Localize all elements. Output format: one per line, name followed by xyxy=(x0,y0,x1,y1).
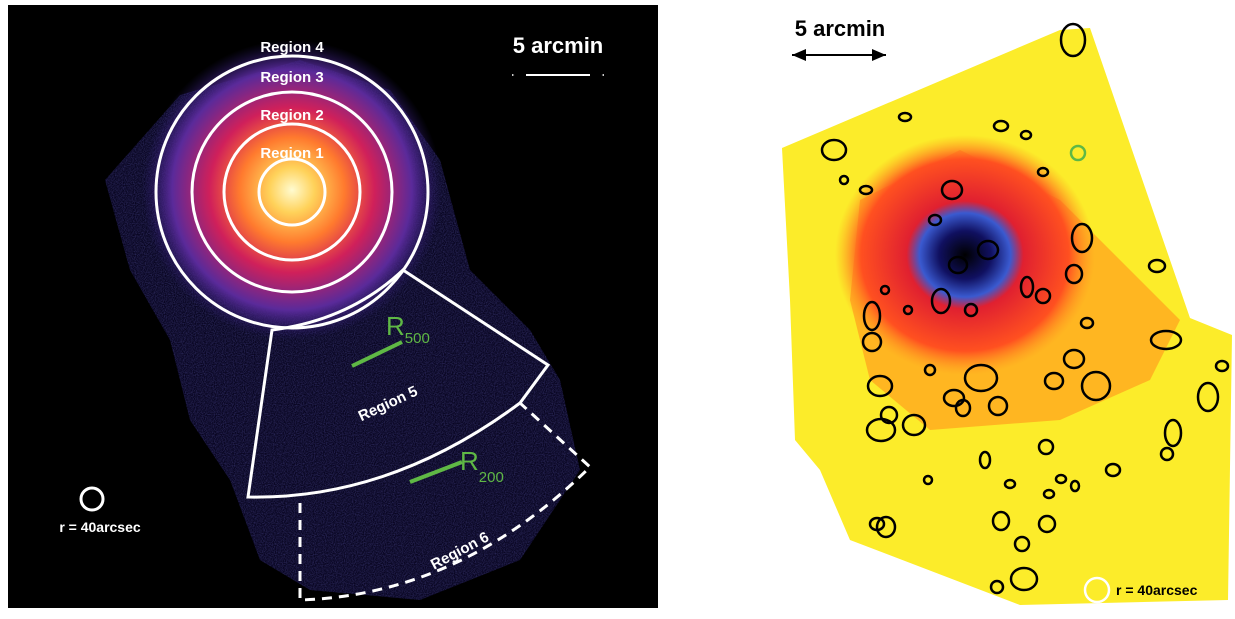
source-ellipse xyxy=(954,398,972,418)
psf-label: r = 40arcsec xyxy=(59,519,141,535)
source-ellipse xyxy=(1104,462,1122,478)
source-ellipse xyxy=(940,179,964,201)
region-circle xyxy=(257,157,327,227)
source-ellipse xyxy=(1059,22,1087,58)
source-ellipse xyxy=(1196,381,1220,413)
region-sector-dashed xyxy=(298,401,593,602)
source-ellipse xyxy=(1069,144,1087,162)
source-ellipse xyxy=(879,405,899,425)
source-ellipse xyxy=(976,239,1000,261)
source-ellipse xyxy=(1043,371,1065,391)
source-ellipse xyxy=(1147,258,1167,274)
source-ellipse xyxy=(1064,263,1084,285)
source-ellipse xyxy=(1037,438,1055,456)
source-ellipse xyxy=(865,417,897,443)
region-outlines xyxy=(79,54,593,602)
source-ellipse xyxy=(1019,275,1035,299)
point-sources xyxy=(820,22,1230,604)
source-ellipse xyxy=(978,450,992,470)
source-ellipse xyxy=(901,413,927,437)
cluster-core xyxy=(142,40,442,340)
left-panel: 5 arcmin Region 1 Region 2 Region 3 Regi… xyxy=(8,5,658,608)
radius-symbol: R xyxy=(460,446,479,476)
radius-symbol: R xyxy=(386,311,405,341)
radius-subscript: 200 xyxy=(479,469,504,486)
source-ellipse xyxy=(1034,287,1052,305)
r200-line xyxy=(409,460,463,484)
source-ellipse xyxy=(897,111,913,123)
region-label: Region 3 xyxy=(260,69,323,86)
source-ellipse xyxy=(1036,166,1050,178)
source-ellipse xyxy=(942,388,966,408)
psf-circle xyxy=(79,486,105,512)
source-ellipse xyxy=(927,213,943,227)
source-ellipse xyxy=(963,363,999,393)
source-ellipse xyxy=(838,174,850,186)
source-ellipse xyxy=(1069,479,1081,493)
source-ellipse xyxy=(923,363,937,377)
source-ellipse xyxy=(1003,478,1017,490)
source-ellipse xyxy=(1079,316,1095,330)
region-label: Region 2 xyxy=(260,107,323,124)
source-ellipse xyxy=(820,138,848,162)
r500-label: R500 xyxy=(386,311,430,347)
source-ellipse xyxy=(1013,535,1031,553)
region-sector xyxy=(246,268,551,499)
source-ellipse xyxy=(1083,576,1111,604)
source-ellipse xyxy=(987,395,1009,417)
source-ellipse xyxy=(1149,329,1183,351)
source-ellipse xyxy=(922,474,934,486)
source-ellipse xyxy=(1163,418,1183,448)
source-ellipse xyxy=(858,184,874,196)
source-ellipse xyxy=(1080,370,1112,402)
region-circle xyxy=(190,90,394,294)
source-ellipse xyxy=(1062,348,1086,370)
source-ellipse xyxy=(963,302,979,318)
region-label: Region 1 xyxy=(260,145,323,162)
source-ellipse xyxy=(1037,514,1057,534)
source-ellipse xyxy=(862,300,882,332)
source-ellipse xyxy=(1042,488,1056,500)
source-ellipse xyxy=(989,579,1005,595)
source-ellipse xyxy=(902,304,914,316)
source-ellipse xyxy=(1159,446,1175,462)
source-ellipse xyxy=(991,510,1011,532)
radius-subscript: 500 xyxy=(405,330,430,347)
source-ellipse xyxy=(947,255,969,275)
scale-label: 5 arcmin xyxy=(795,16,886,41)
psf-label: r = 40arcsec xyxy=(1116,582,1198,598)
source-ellipse xyxy=(1054,473,1068,485)
region-circle xyxy=(222,122,362,262)
source-ellipse xyxy=(866,374,894,398)
region-label: Region 4 xyxy=(260,39,324,56)
scale-label: 5 arcmin xyxy=(513,33,604,58)
source-ellipse xyxy=(1009,566,1039,592)
r200-label: R200 xyxy=(460,446,504,486)
source-ellipse xyxy=(861,331,883,353)
source-ellipse xyxy=(875,515,897,539)
source-ellipse xyxy=(1214,359,1230,373)
source-ellipse xyxy=(1019,129,1033,141)
source-ellipse xyxy=(992,119,1010,133)
source-ellipse xyxy=(930,287,952,315)
right-panel: 5 arcmin r = 40arcsec xyxy=(782,16,1232,605)
r500-line xyxy=(351,340,403,368)
source-ellipse xyxy=(1070,222,1094,254)
hot-gas xyxy=(835,135,1095,375)
source-ellipse xyxy=(879,284,891,296)
